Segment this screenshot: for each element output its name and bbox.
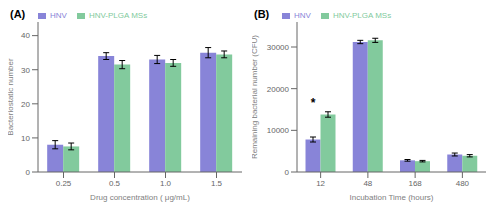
svg-text:168: 168 (408, 179, 422, 188)
svg-text:Bacteriostatic number: Bacteriostatic number (8, 58, 15, 136)
svg-text:1.0: 1.0 (160, 179, 172, 188)
svg-text:12: 12 (316, 179, 325, 188)
html-text:(A): (A) (10, 8, 26, 20)
svg-text:1.5: 1.5 (211, 179, 223, 188)
svg-text:480: 480 (456, 179, 470, 188)
svg-text:0.5: 0.5 (109, 179, 121, 188)
svg-text:30000: 30000 (267, 43, 290, 52)
html-text:HNV-PLGA MSs: HNV-PLGA MSs (332, 11, 392, 20)
svg-text:0: 0 (26, 168, 31, 177)
svg-text:20: 20 (21, 100, 30, 109)
html-text:HNV: HNV (294, 11, 311, 20)
svg-text:Remaining bacterial number (CF: Remaining bacterial number (CFU) (252, 35, 259, 159)
svg-text:*: * (311, 96, 316, 110)
svg-text:0: 0 (285, 168, 290, 177)
html-text:(B): (B) (254, 8, 270, 20)
svg-text:20000: 20000 (267, 85, 290, 94)
svg-text:30: 30 (21, 66, 30, 75)
svg-text:40: 40 (21, 31, 30, 40)
svg-text:10000: 10000 (267, 126, 290, 135)
svg-text:10: 10 (21, 134, 30, 143)
html-text:HNV: HNV (50, 11, 67, 20)
svg-text:0.25: 0.25 (56, 179, 72, 188)
svg-text:48: 48 (363, 179, 372, 188)
svg-text:Incubation Time (hours): Incubation Time (hours) (349, 193, 433, 202)
html-text:HNV-PLGA MSs: HNV-PLGA MSs (88, 11, 148, 20)
svg-text:Drug concentration ( μg/mL): Drug concentration ( μg/mL) (90, 193, 190, 202)
